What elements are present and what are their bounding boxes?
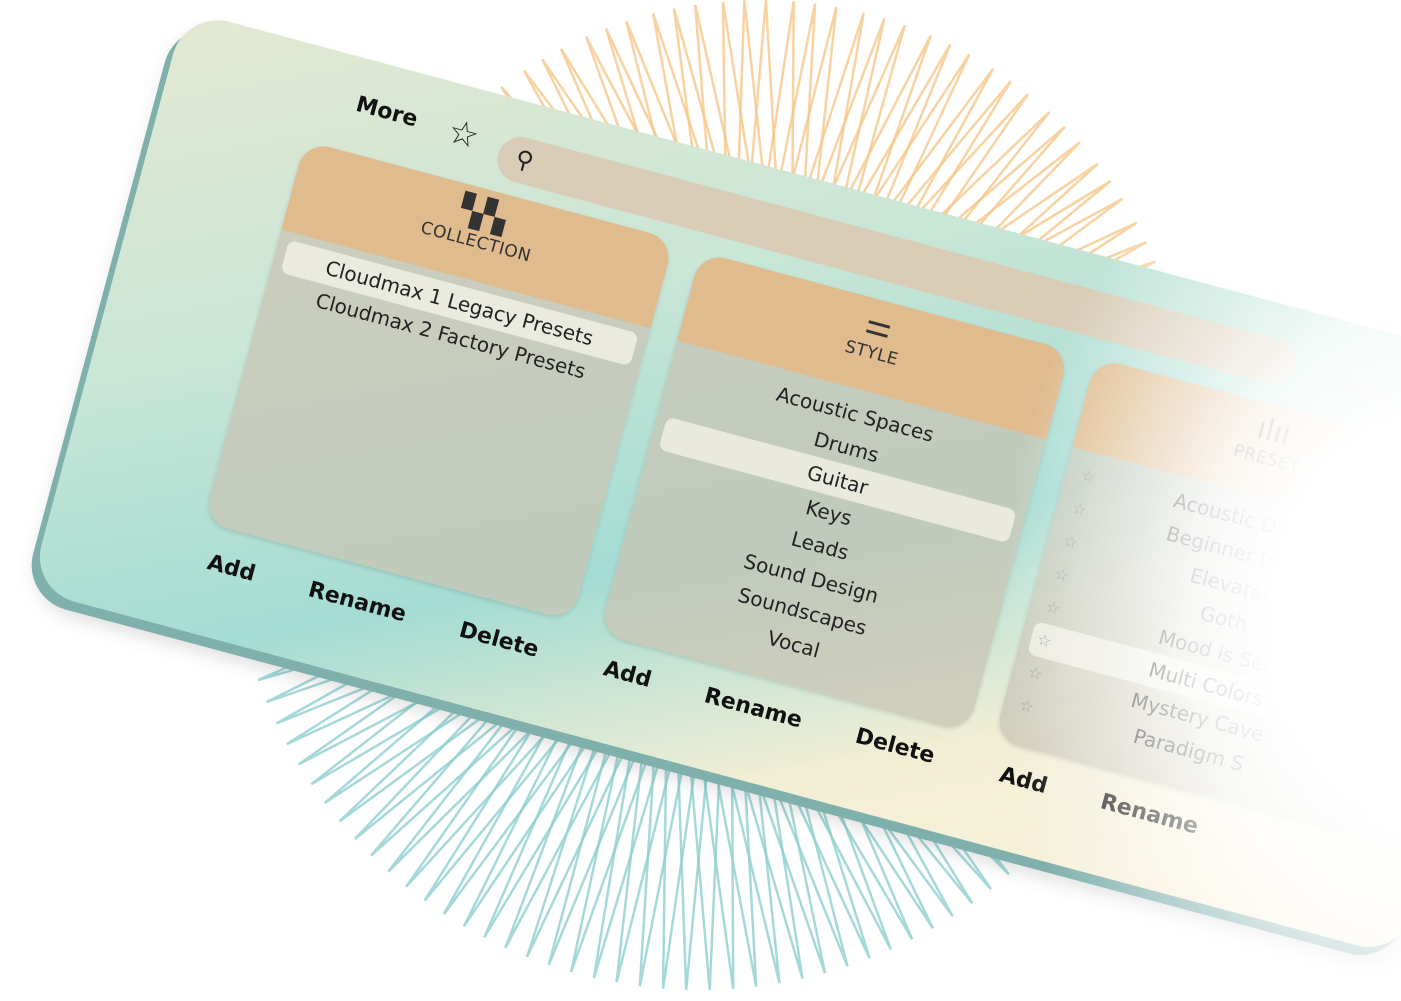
style-delete-button[interactable]: Delete: [852, 723, 938, 769]
style-rename-button[interactable]: Rename: [701, 683, 805, 734]
collection-rename-button[interactable]: Rename: [305, 577, 409, 628]
style-panel: ⚌ STYLE Acoustic Spaces Drums Guitar Keys Lea…: [598, 251, 1070, 733]
preset-add-button[interactable]: Add: [996, 762, 1051, 800]
favorite-star-icon[interactable]: ☆: [1070, 497, 1089, 521]
favorite-star-icon[interactable]: ☆: [1078, 465, 1098, 488]
more-button[interactable]: More: [353, 92, 421, 133]
save-button[interactable]: Save: [1329, 370, 1394, 410]
collection-add-button[interactable]: Add: [204, 550, 258, 587]
favorite-star-icon[interactable]: ☆: [1061, 530, 1081, 553]
favorite-star-icon[interactable]: ☆: [1026, 662, 1045, 685]
favorite-star-icon[interactable]: ☆: [1043, 596, 1063, 619]
preset-rename-button[interactable]: Rename: [1097, 789, 1201, 840]
style-add-button[interactable]: Add: [600, 656, 654, 693]
search-icon: ⚲: [512, 144, 537, 176]
collection-delete-button[interactable]: Delete: [456, 617, 542, 663]
star-icon[interactable]: ☆: [443, 111, 484, 158]
favorite-star-icon[interactable]: ☆: [1017, 695, 1037, 718]
favorite-star-icon[interactable]: ☆: [1034, 629, 1054, 652]
preset-panel: ılıı PRESET ☆ Acoustic Dream ☆ Beginner to P…: [993, 357, 1401, 839]
item-label: Vocal: [764, 625, 823, 663]
favorite-star-icon[interactable]: ☆: [1052, 563, 1072, 586]
collection-panel: ▚▚ COLLECTION Cloudmax 1 Legacy Presets Cl…: [203, 140, 675, 621]
